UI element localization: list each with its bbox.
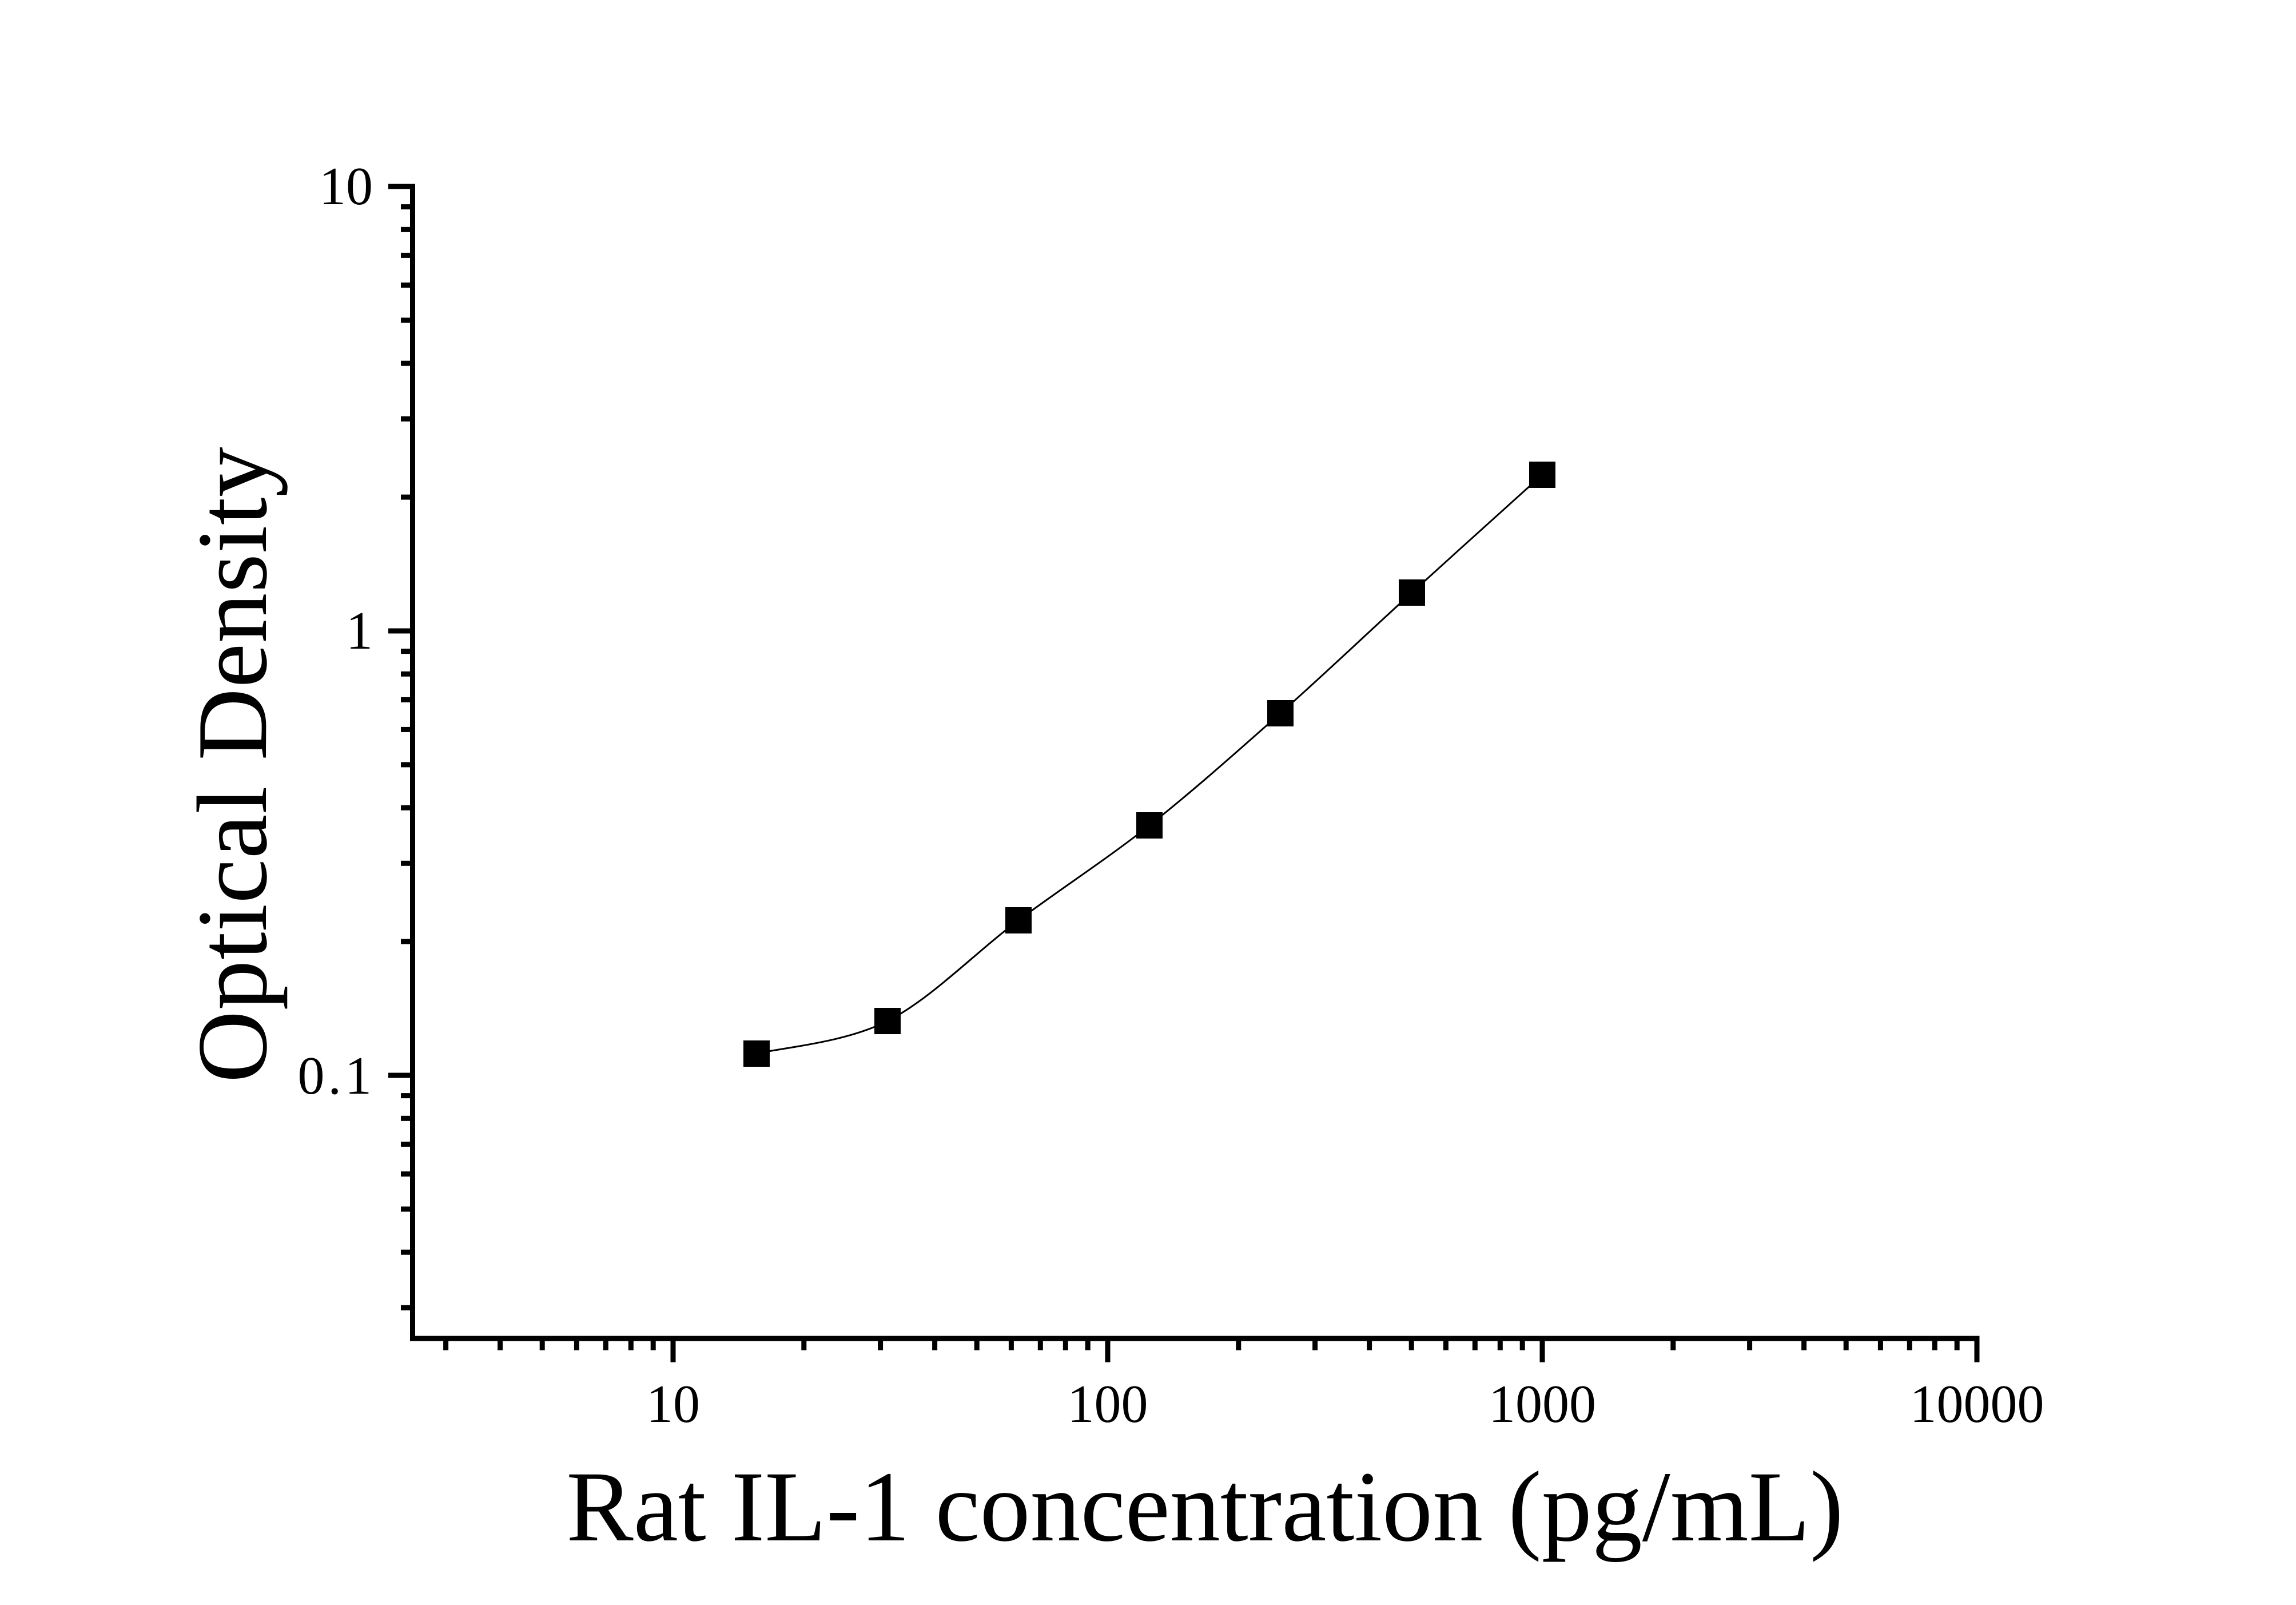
svg-text:1000: 1000 xyxy=(1489,1374,1596,1434)
svg-text:10: 10 xyxy=(646,1374,700,1434)
svg-text:0.1: 0.1 xyxy=(298,1046,376,1106)
svg-text:100: 100 xyxy=(1068,1374,1148,1434)
svg-text:Optical Density: Optical Density xyxy=(177,447,288,1083)
svg-text:1: 1 xyxy=(346,601,373,661)
svg-text:Rat IL-1 concentration (pg/mL): Rat IL-1 concentration (pg/mL) xyxy=(566,1451,1843,1563)
svg-text:10000: 10000 xyxy=(1910,1374,2044,1434)
svg-text:10: 10 xyxy=(319,157,373,216)
